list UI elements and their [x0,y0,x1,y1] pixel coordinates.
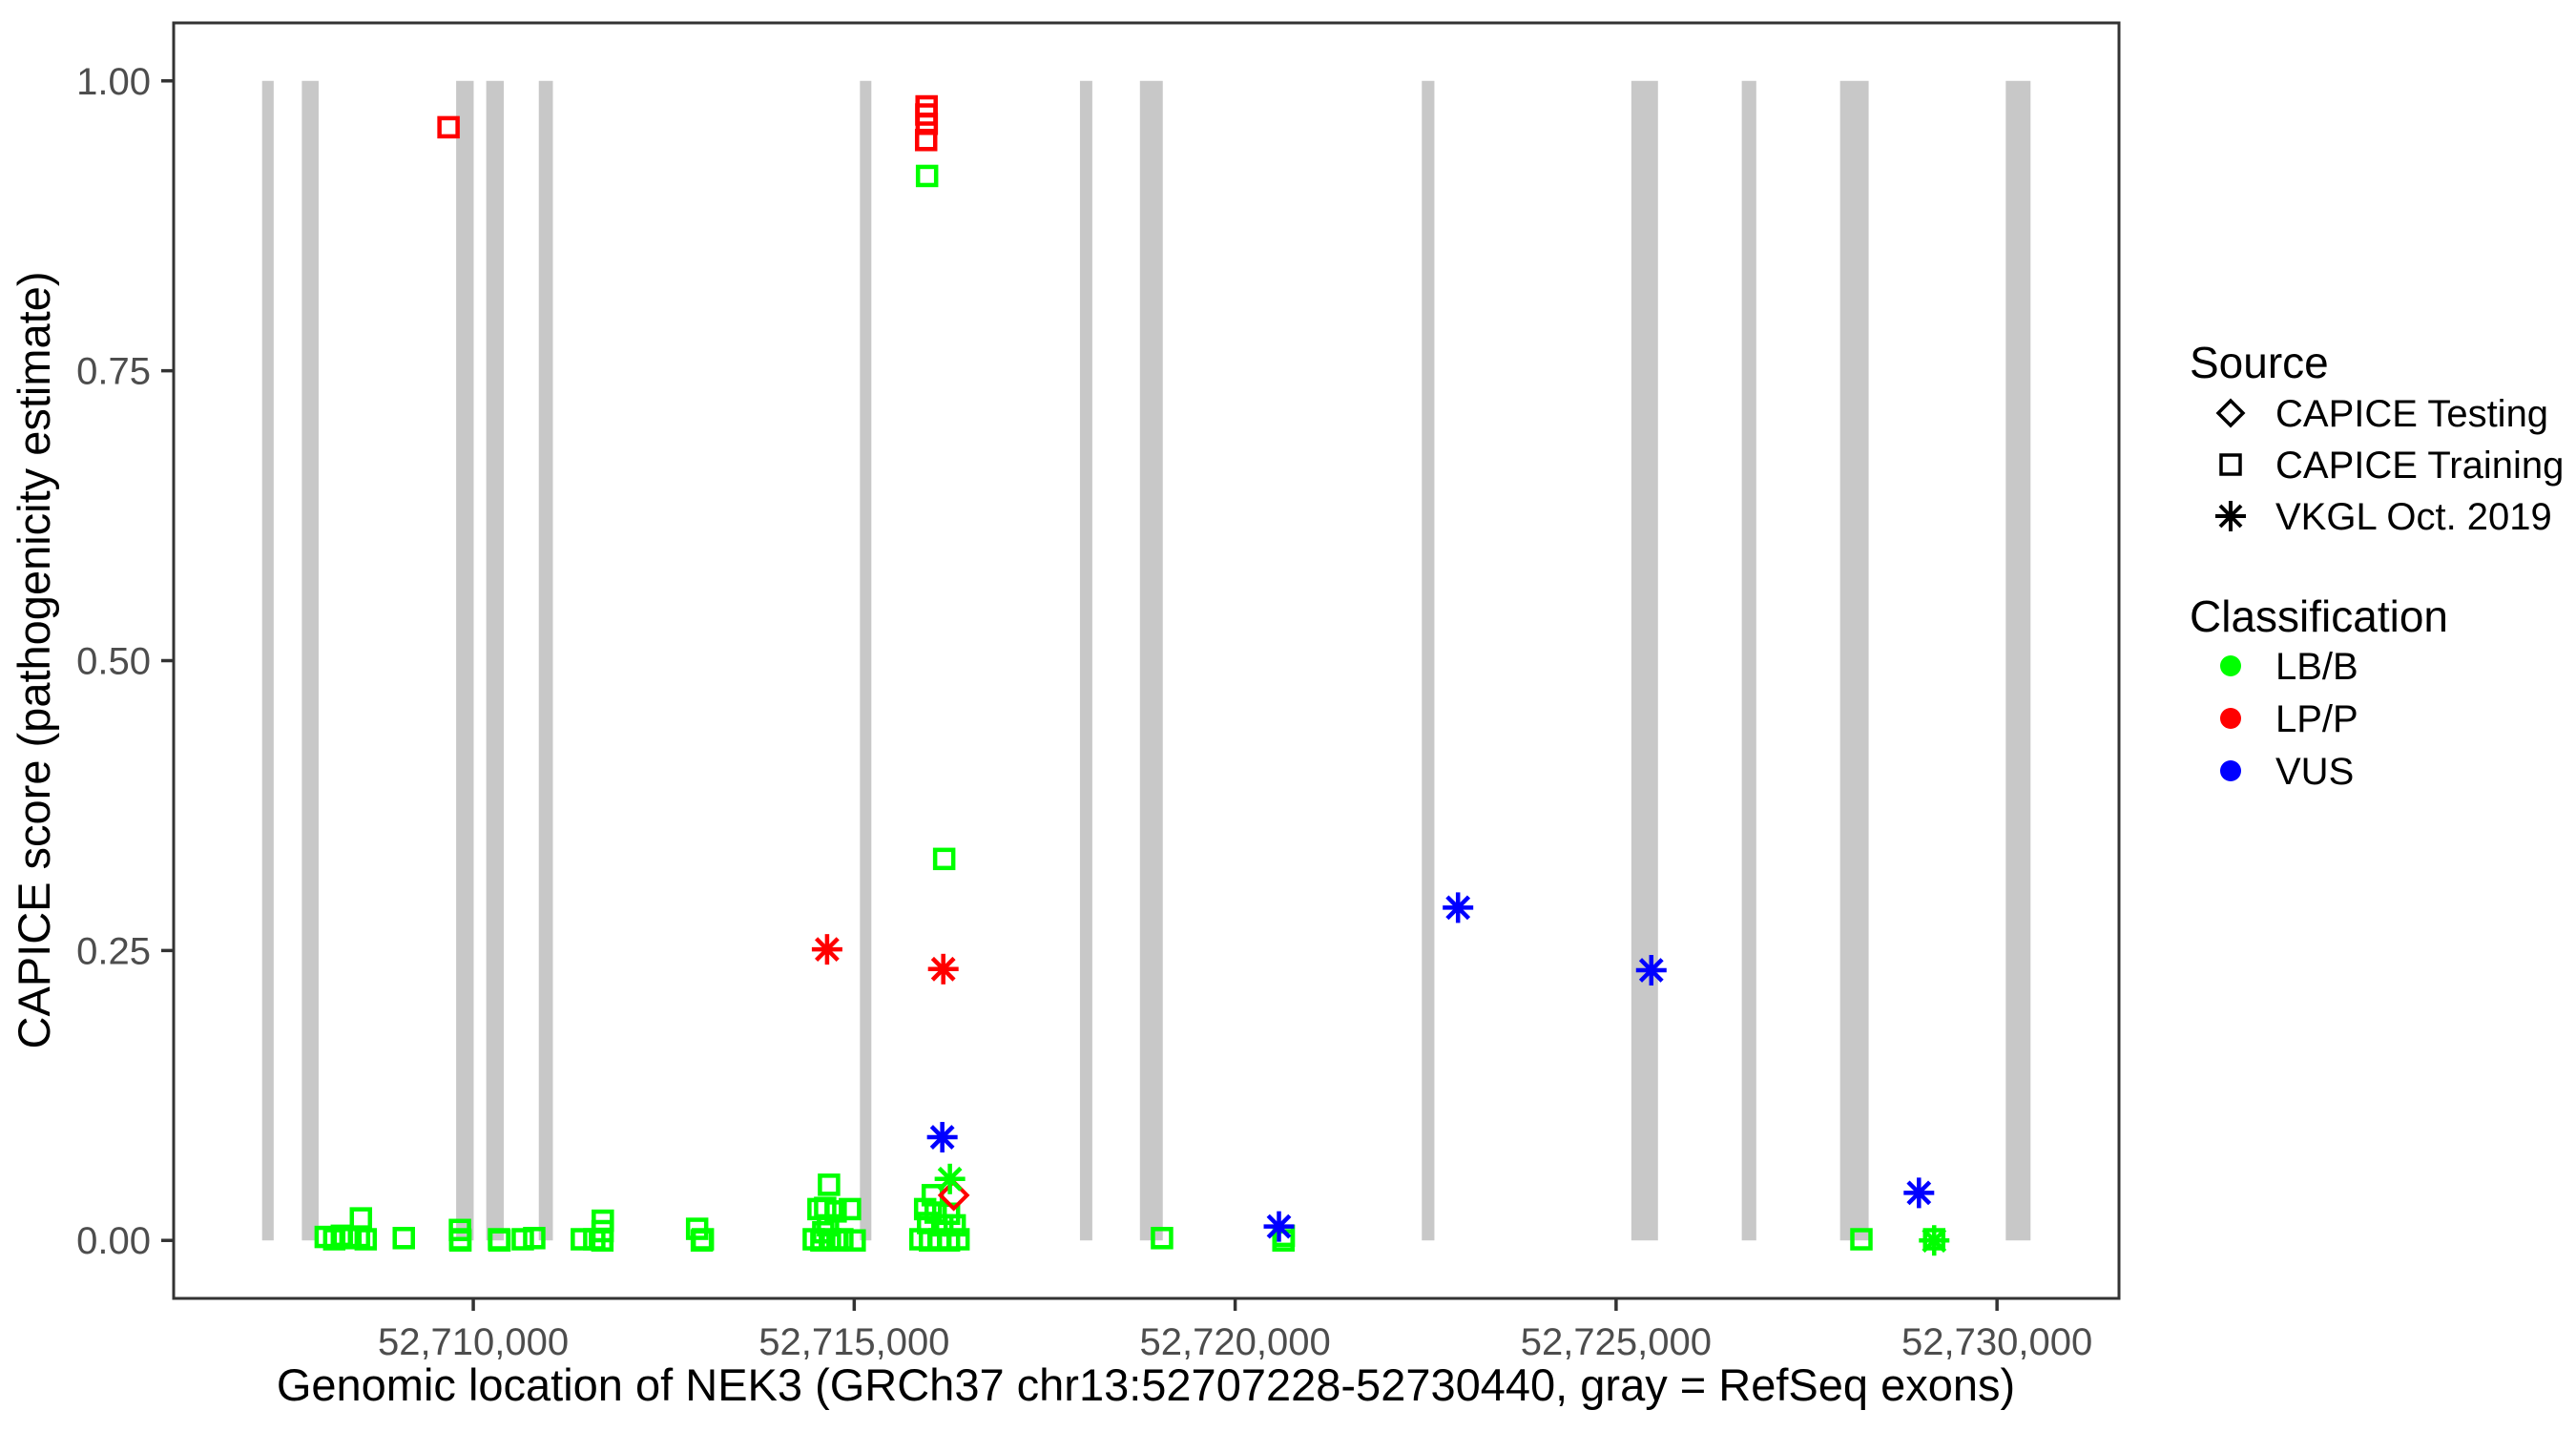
data-point-square [915,164,939,188]
legend-source: Source CAPICE Testing CAPICE Training VK… [2190,338,2564,538]
exon-bar [1079,80,1092,1241]
exon-bar [1839,80,1869,1241]
data-point-asterisk [934,1163,966,1194]
exon-bar [1422,80,1435,1241]
vus-dot-icon [2220,760,2241,781]
y-tick-label: 0.50 [76,641,151,683]
data-point-square [818,1173,841,1196]
data-point-square [392,1227,415,1250]
x-tick-label: 52,710,000 [378,1321,569,1363]
data-point-square [1151,1227,1174,1250]
y-axis-title: CAPICE score (pathogenicity estimate) [9,272,59,1049]
exon-bar [860,80,872,1241]
legend-item-vkgl: VKGL Oct. 2019 [2215,496,2552,538]
x-tick-label: 52,715,000 [758,1321,949,1363]
data-point-square [1850,1228,1873,1251]
axis-ticks-layer: 52,710,000 52,715,000 52,720,000 52,725,000… [76,61,2092,1363]
data-point-square [914,129,938,152]
data-point-square [448,1229,472,1252]
data-point-square [488,1229,511,1252]
data-point-asterisk [1263,1211,1295,1242]
data-points-layer [314,94,1950,1256]
data-point-asterisk [1443,892,1474,923]
data-point-square [946,1228,970,1251]
data-point-asterisk [927,953,959,985]
legend-item-lpp: LP/P [2220,698,2358,740]
data-point-square [843,1229,866,1252]
legend-item-capice-training: CAPICE Training [2219,445,2564,487]
data-point-asterisk [926,1122,958,1153]
data-point-asterisk [1635,955,1667,986]
legend-source-title: Source [2190,338,2329,387]
legend-item-label: VKGL Oct. 2019 [2275,496,2552,538]
exon-bar [261,80,274,1241]
data-point-square [354,1228,378,1251]
data-point-square [591,1229,614,1252]
legend-item-label: LB/B [2275,646,2358,688]
exon-bar [538,80,553,1241]
data-point-asterisk [1903,1177,1935,1209]
legend-classification: Classification LB/B LP/P VUS [2190,591,2448,793]
diamond-icon [2215,398,2246,428]
legend-item-label: CAPICE Training [2275,445,2564,487]
y-tick-label: 0.75 [76,351,151,393]
legend-item-label: VUS [2275,751,2354,793]
legend-classification-title: Classification [2190,591,2448,641]
data-point-square [932,847,956,871]
x-tick-label: 52,720,000 [1140,1321,1331,1363]
data-point-asterisk [811,934,842,965]
plot-panel-border [172,21,2121,1300]
data-point-square [523,1227,546,1250]
data-point-diamond [937,1178,970,1212]
lbb-dot-icon [2220,655,2241,676]
lpp-dot-icon [2220,708,2241,729]
exon-bar [1741,80,1756,1241]
x-tick-label: 52,730,000 [1901,1321,2092,1363]
data-point-square [511,1228,534,1251]
exon-bar [1139,80,1163,1241]
data-point-square [437,115,460,139]
data-point-square [349,1207,373,1230]
data-point-square [691,1228,715,1251]
exon-bars-layer [261,80,2031,1241]
asterisk-icon [2215,501,2246,531]
legend-item-label: CAPICE Testing [2275,393,2548,435]
legend-item-lbb: LB/B [2220,646,2358,688]
data-point-square [571,1228,593,1251]
y-tick-label: 0.25 [76,930,151,972]
data-point-asterisk [1919,1225,1950,1256]
data-point-square [831,1228,854,1251]
legend-item-capice-testing: CAPICE Testing [2215,393,2548,435]
exon-bar [301,80,319,1241]
y-tick-label: 1.00 [76,61,151,103]
data-point-square [943,1213,966,1237]
data-point-square [930,1213,954,1237]
data-point-square [839,1197,862,1221]
legend-item-vus: VUS [2220,751,2354,793]
square-icon [2219,453,2242,476]
exon-bar [1631,80,1658,1241]
exon-bar [2005,80,2031,1241]
y-tick-label: 0.00 [76,1220,151,1262]
exon-bar [456,80,474,1241]
x-axis-title: Genomic location of NEK3 (GRCh37 chr13:5… [277,1359,2015,1410]
exon-bar [486,80,505,1241]
legend-item-label: LP/P [2275,698,2358,740]
x-tick-label: 52,725,000 [1521,1321,1712,1363]
